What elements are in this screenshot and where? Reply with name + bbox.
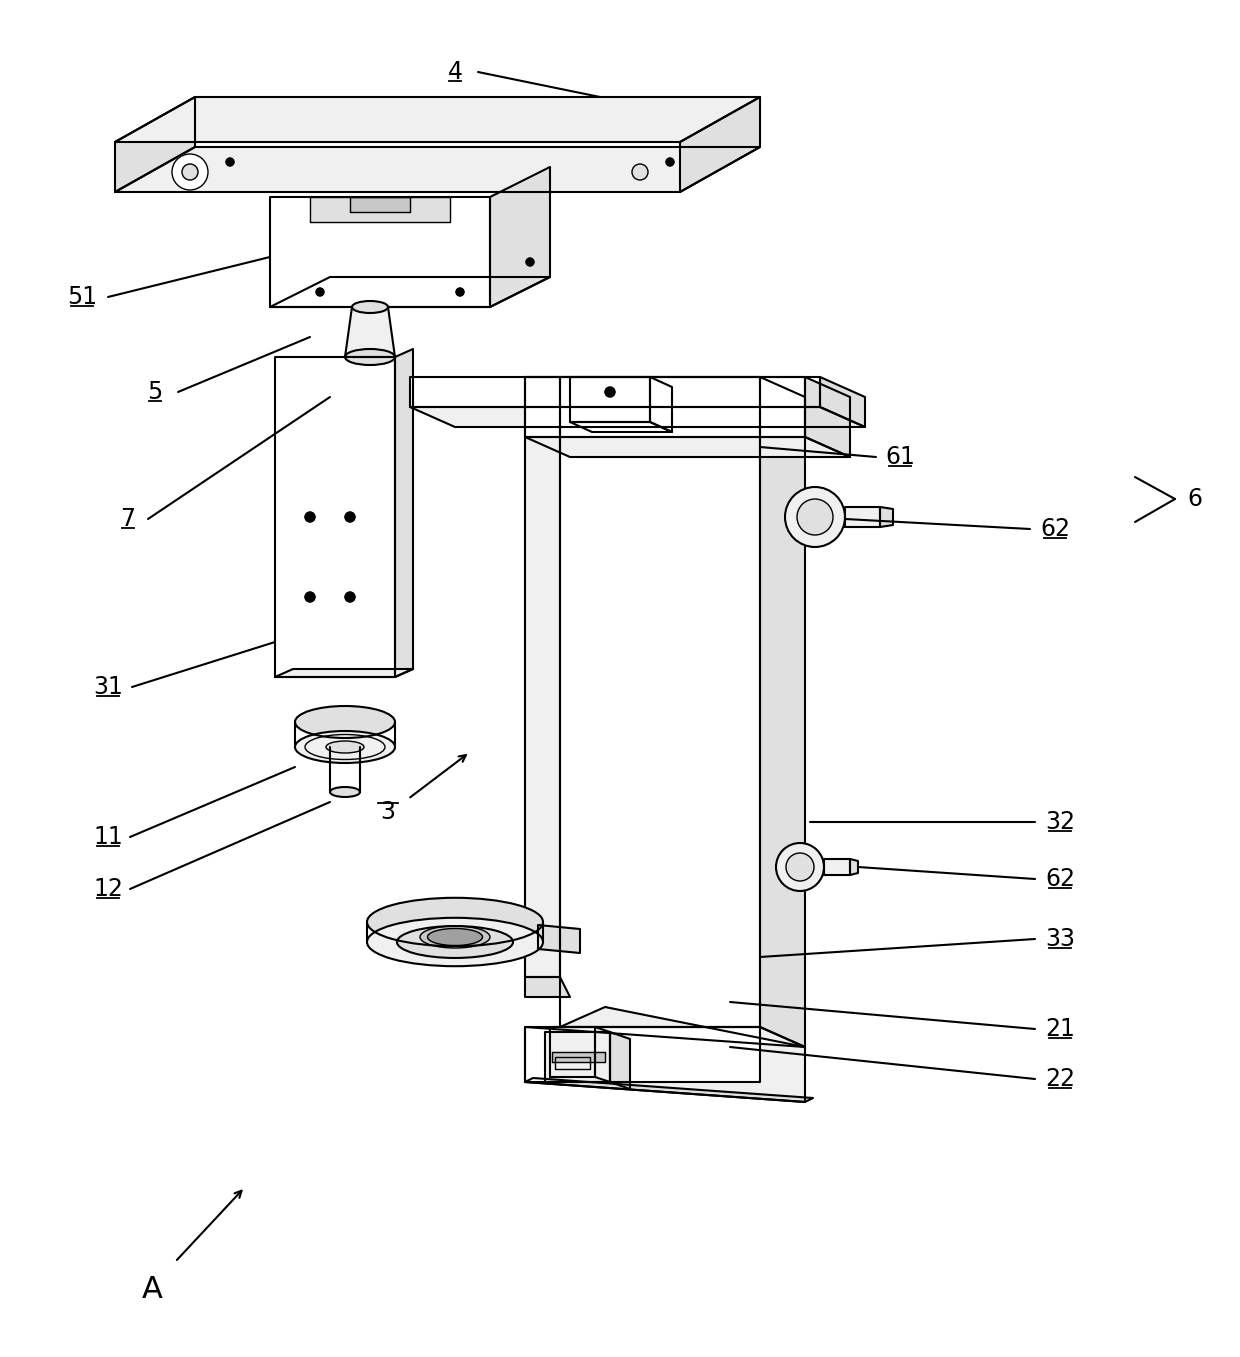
Ellipse shape bbox=[397, 925, 513, 958]
Text: 5: 5 bbox=[148, 380, 162, 404]
Polygon shape bbox=[820, 377, 866, 427]
Polygon shape bbox=[760, 377, 805, 1048]
Polygon shape bbox=[275, 669, 413, 677]
Polygon shape bbox=[345, 307, 396, 357]
Circle shape bbox=[786, 854, 813, 881]
Polygon shape bbox=[410, 377, 820, 407]
Circle shape bbox=[316, 288, 324, 296]
Text: 21: 21 bbox=[1045, 1016, 1075, 1041]
Polygon shape bbox=[570, 377, 650, 422]
Polygon shape bbox=[650, 377, 672, 432]
Text: 4: 4 bbox=[448, 60, 463, 84]
Ellipse shape bbox=[345, 349, 396, 365]
Polygon shape bbox=[538, 925, 580, 953]
Text: 11: 11 bbox=[93, 825, 123, 849]
Polygon shape bbox=[525, 1077, 813, 1102]
Polygon shape bbox=[525, 437, 849, 457]
Polygon shape bbox=[410, 407, 866, 427]
Circle shape bbox=[785, 487, 844, 547]
Polygon shape bbox=[115, 147, 760, 191]
Circle shape bbox=[456, 288, 464, 296]
Ellipse shape bbox=[367, 917, 543, 966]
Polygon shape bbox=[525, 377, 805, 437]
Circle shape bbox=[172, 153, 208, 190]
Polygon shape bbox=[525, 1027, 805, 1102]
Polygon shape bbox=[115, 96, 760, 142]
Polygon shape bbox=[560, 377, 760, 1027]
Text: 7: 7 bbox=[120, 508, 135, 531]
Ellipse shape bbox=[295, 731, 396, 763]
Polygon shape bbox=[825, 859, 849, 875]
Text: 22: 22 bbox=[1045, 1067, 1075, 1091]
Polygon shape bbox=[525, 977, 570, 997]
Polygon shape bbox=[570, 422, 672, 432]
Text: 61: 61 bbox=[885, 445, 915, 470]
Circle shape bbox=[345, 512, 355, 522]
Text: 62: 62 bbox=[1040, 517, 1070, 541]
Text: 33: 33 bbox=[1045, 927, 1075, 951]
Text: 62: 62 bbox=[1045, 867, 1075, 892]
Ellipse shape bbox=[367, 898, 543, 946]
Polygon shape bbox=[552, 1052, 605, 1063]
Circle shape bbox=[797, 499, 833, 535]
Polygon shape bbox=[805, 377, 849, 457]
Circle shape bbox=[345, 592, 355, 603]
Polygon shape bbox=[595, 1027, 610, 1082]
Polygon shape bbox=[396, 349, 413, 677]
Ellipse shape bbox=[420, 925, 490, 949]
Polygon shape bbox=[610, 1033, 630, 1090]
Polygon shape bbox=[880, 508, 893, 527]
Polygon shape bbox=[115, 96, 195, 191]
Polygon shape bbox=[525, 1027, 760, 1082]
Text: 3: 3 bbox=[381, 801, 396, 824]
Polygon shape bbox=[270, 277, 551, 307]
Polygon shape bbox=[350, 197, 410, 212]
Circle shape bbox=[226, 157, 234, 166]
Polygon shape bbox=[556, 1057, 590, 1069]
Ellipse shape bbox=[330, 787, 360, 797]
Text: 31: 31 bbox=[93, 674, 123, 699]
Ellipse shape bbox=[428, 928, 482, 946]
Text: 12: 12 bbox=[93, 877, 123, 901]
Circle shape bbox=[305, 592, 315, 603]
Text: A: A bbox=[141, 1274, 162, 1304]
Polygon shape bbox=[849, 859, 858, 875]
Circle shape bbox=[182, 164, 198, 180]
Circle shape bbox=[632, 164, 649, 180]
Text: 51: 51 bbox=[67, 285, 97, 309]
Polygon shape bbox=[275, 357, 396, 677]
Polygon shape bbox=[680, 96, 760, 191]
Polygon shape bbox=[270, 197, 490, 307]
Polygon shape bbox=[525, 377, 560, 977]
Polygon shape bbox=[551, 1027, 595, 1077]
Text: 32: 32 bbox=[1045, 810, 1075, 835]
Circle shape bbox=[776, 843, 825, 892]
Ellipse shape bbox=[295, 706, 396, 738]
Polygon shape bbox=[310, 197, 450, 223]
Circle shape bbox=[305, 512, 315, 522]
Polygon shape bbox=[546, 1033, 610, 1082]
Ellipse shape bbox=[326, 741, 365, 753]
Ellipse shape bbox=[352, 301, 388, 313]
Text: 6: 6 bbox=[1188, 487, 1203, 512]
Polygon shape bbox=[844, 508, 880, 527]
Circle shape bbox=[526, 258, 534, 266]
Polygon shape bbox=[490, 167, 551, 307]
Circle shape bbox=[666, 157, 675, 166]
Circle shape bbox=[605, 387, 615, 398]
Polygon shape bbox=[560, 1007, 805, 1048]
